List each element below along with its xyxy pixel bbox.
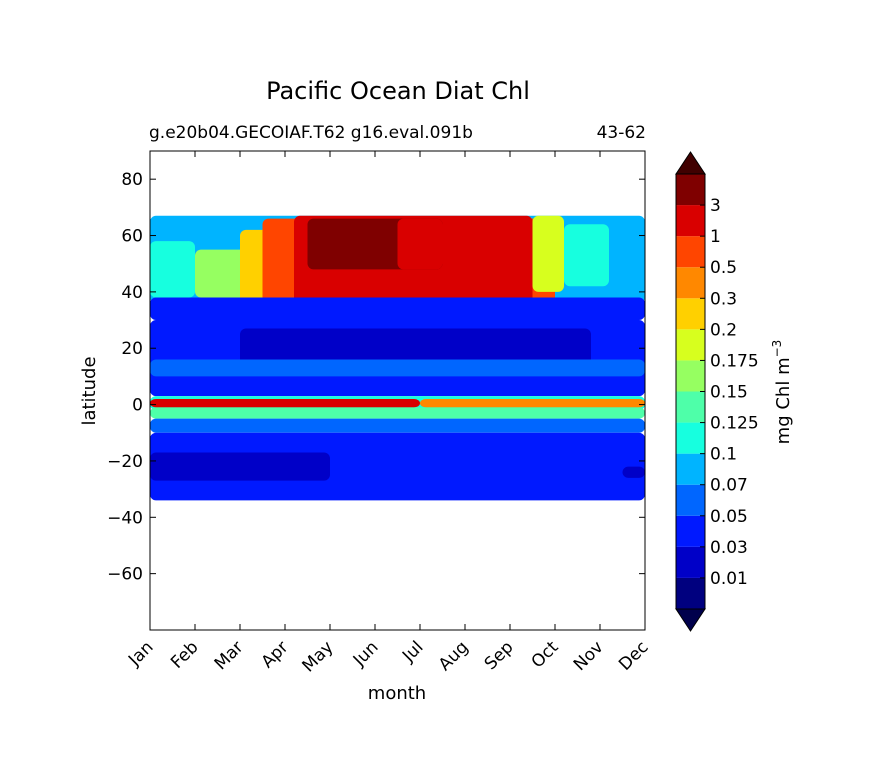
heatmap-region bbox=[564, 224, 609, 287]
y-tick-label: −60 bbox=[107, 565, 143, 585]
x-axis-label: month bbox=[368, 683, 426, 704]
y-tick-label: −40 bbox=[107, 508, 143, 528]
y-tick-label: 20 bbox=[121, 339, 143, 359]
colorbar-tick-label: 0.2 bbox=[710, 320, 737, 340]
chart-title: Pacific Ocean Diat Chl bbox=[266, 77, 530, 105]
heatmap-region bbox=[150, 432, 645, 501]
colorbar-swatch bbox=[676, 267, 705, 299]
colorbar-swatch bbox=[676, 422, 705, 454]
colorbar-label: mg Chl m−3 bbox=[770, 340, 794, 445]
colorbar-tick-label: 0.07 bbox=[710, 476, 748, 496]
colorbar-swatch bbox=[676, 236, 705, 268]
colorbar-swatch bbox=[676, 515, 705, 547]
heatmap-region bbox=[195, 249, 249, 298]
colorbar-tick-label: 0.175 bbox=[710, 351, 759, 371]
heatmap-region bbox=[420, 398, 645, 408]
colorbar-swatch bbox=[676, 577, 705, 609]
x-tick-label: Oct bbox=[528, 637, 563, 672]
heatmap-region bbox=[622, 466, 645, 478]
colorbar-extend-bottom bbox=[675, 608, 706, 632]
x-tick-label: Mar bbox=[211, 637, 248, 674]
colorbar-swatch bbox=[676, 174, 705, 206]
colorbar-tick-label: 1 bbox=[710, 227, 721, 247]
x-tick-label: Aug bbox=[435, 637, 473, 675]
x-tick-label: Feb bbox=[167, 637, 202, 672]
heatmap-region bbox=[150, 418, 645, 433]
heatmap-region bbox=[150, 359, 645, 377]
heatmap-region bbox=[240, 328, 591, 368]
colorbar-tick-label: 3 bbox=[710, 196, 721, 216]
colorbar-swatch bbox=[676, 546, 705, 578]
colorbar-swatch bbox=[676, 391, 705, 423]
colorbar-tick-label: 0.01 bbox=[710, 569, 748, 589]
heatmap-region bbox=[150, 297, 645, 321]
x-tick-label: Apr bbox=[258, 637, 293, 672]
heatmap-region bbox=[397, 218, 443, 270]
colorbar-swatch bbox=[676, 484, 705, 516]
y-tick-label: −20 bbox=[107, 452, 143, 472]
y-axis: 80 60 40 20 0 −20 −40 −60 bbox=[107, 170, 645, 585]
colorbar-swatch bbox=[676, 360, 705, 392]
chart-subtitle-left: g.e20b04.GECOIAF.T62 g16.eval.091b bbox=[149, 123, 473, 143]
x-tick-label: Sep bbox=[481, 637, 518, 674]
colorbar-tick-label: 0.3 bbox=[710, 289, 737, 309]
x-tick-label: May bbox=[299, 637, 338, 676]
y-tick-label: 80 bbox=[121, 170, 143, 190]
colorbar: 0.01 0.03 0.05 0.07 0.1 0.125 0.15 0.175 0.2 0.3 0… bbox=[675, 151, 759, 632]
heatmap-region bbox=[150, 407, 645, 419]
y-tick-label: 60 bbox=[121, 227, 143, 247]
colorbar-tick-label: 0.15 bbox=[710, 383, 748, 403]
heatmap-region bbox=[150, 379, 645, 391]
colorbar-tick-label: 0.1 bbox=[710, 445, 737, 465]
x-tick-label: Jan bbox=[124, 637, 157, 670]
y-tick-label: 0 bbox=[132, 396, 143, 416]
heatmap-region bbox=[532, 215, 564, 292]
colorbar-tick-label: 0.125 bbox=[710, 414, 759, 434]
x-tick-label: Dec bbox=[615, 637, 652, 674]
chart-subtitle-right: 43-62 bbox=[597, 123, 646, 143]
colorbar-swatch bbox=[676, 298, 705, 330]
heatmap-fill bbox=[150, 215, 645, 501]
x-tick-label: Jul bbox=[398, 637, 427, 666]
colorbar-extend-top bbox=[675, 151, 706, 175]
colorbar-swatch bbox=[676, 329, 705, 361]
x-tick-label: Nov bbox=[570, 637, 608, 675]
plot-frame bbox=[149, 150, 646, 631]
y-tick-label: 40 bbox=[121, 283, 143, 303]
colorbar-tick-label: 0.03 bbox=[710, 538, 748, 558]
colorbar-tick-label: 0.5 bbox=[710, 258, 737, 278]
x-tick-label: Jun bbox=[349, 637, 383, 671]
heatmap-region bbox=[150, 241, 195, 298]
heatmap-region bbox=[150, 398, 420, 408]
colorbar-swatch bbox=[676, 205, 705, 237]
y-axis-label: latitude bbox=[79, 356, 100, 425]
colorbar-tick-label: 0.05 bbox=[710, 507, 748, 527]
heatmap-region bbox=[150, 452, 330, 481]
colorbar-swatch bbox=[676, 453, 705, 485]
